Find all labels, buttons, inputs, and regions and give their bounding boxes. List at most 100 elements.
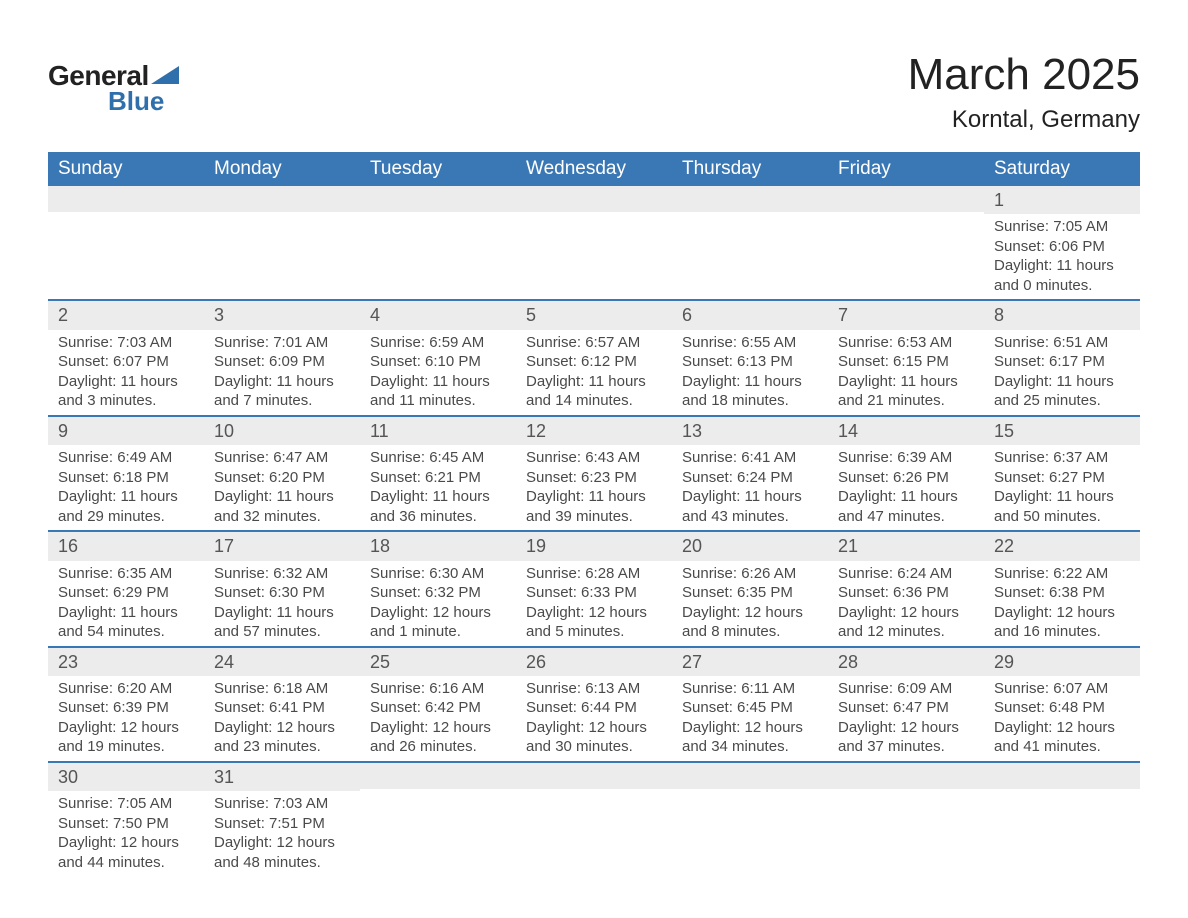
daylight-text: Daylight: 12 hours and 12 minutes.: [838, 603, 974, 642]
daynum-bar: 9: [48, 417, 204, 445]
daynum-bar-blank: [204, 186, 360, 212]
sunset-text: Sunset: 6:24 PM: [682, 468, 818, 488]
daynum-bar-blank: [672, 186, 828, 212]
daynum-bar: 16: [48, 532, 204, 560]
sunset-text: Sunset: 6:13 PM: [682, 352, 818, 372]
day-body: Sunrise: 6:32 AMSunset: 6:30 PMDaylight:…: [204, 561, 360, 646]
day-body: Sunrise: 6:41 AMSunset: 6:24 PMDaylight:…: [672, 445, 828, 530]
sunrise-text: Sunrise: 6:32 AM: [214, 564, 350, 584]
calendar-week-row: 1 Sunrise: 7:05 AMSunset: 6:06 PMDaylight…: [48, 186, 1140, 301]
sunrise-text: Sunrise: 7:03 AM: [214, 794, 350, 814]
sunset-text: Sunset: 6:07 PM: [58, 352, 194, 372]
calendar-header-row: SundayMondayTuesdayWednesdayThursdayFrid…: [48, 152, 1140, 186]
sunrise-text: Sunrise: 7:05 AM: [994, 217, 1130, 237]
sunset-text: Sunset: 6:06 PM: [994, 237, 1130, 257]
day-body: Sunrise: 7:03 AMSunset: 6:07 PMDaylight:…: [48, 330, 204, 415]
day-body: Sunrise: 6:16 AMSunset: 6:42 PMDaylight:…: [360, 676, 516, 761]
sunset-text: Sunset: 6:45 PM: [682, 698, 818, 718]
sunrise-text: Sunrise: 6:59 AM: [370, 333, 506, 353]
daynum-bar: 18: [360, 532, 516, 560]
sunset-text: Sunset: 6:30 PM: [214, 583, 350, 603]
calendar-header-cell: Monday: [204, 152, 360, 186]
sunset-text: Sunset: 6:10 PM: [370, 352, 506, 372]
daylight-text: Daylight: 12 hours and 19 minutes.: [58, 718, 194, 757]
sunset-text: Sunset: 6:12 PM: [526, 352, 662, 372]
calendar-week-row: 9Sunrise: 6:49 AMSunset: 6:18 PMDaylight…: [48, 417, 1140, 532]
daynum-bar: 28: [828, 648, 984, 676]
sunrise-text: Sunrise: 6:39 AM: [838, 448, 974, 468]
calendar-cell: 4Sunrise: 6:59 AMSunset: 6:10 PMDaylight…: [360, 301, 516, 414]
logo: General Blue: [48, 60, 179, 117]
daylight-text: Daylight: 11 hours and 0 minutes.: [994, 256, 1130, 295]
day-body: Sunrise: 6:18 AMSunset: 6:41 PMDaylight:…: [204, 676, 360, 761]
daylight-text: Daylight: 11 hours and 57 minutes.: [214, 603, 350, 642]
daylight-text: Daylight: 12 hours and 8 minutes.: [682, 603, 818, 642]
daynum-bar: 1: [984, 186, 1140, 214]
logo-text-blue: Blue: [108, 86, 164, 117]
daynum-bar: 14: [828, 417, 984, 445]
calendar-cell: 19Sunrise: 6:28 AMSunset: 6:33 PMDayligh…: [516, 532, 672, 645]
sunrise-text: Sunrise: 6:09 AM: [838, 679, 974, 699]
daylight-text: Daylight: 12 hours and 5 minutes.: [526, 603, 662, 642]
sunrise-text: Sunrise: 6:43 AM: [526, 448, 662, 468]
month-title: March 2025: [908, 50, 1140, 100]
calendar-cell: [360, 763, 516, 876]
calendar-header-cell: Friday: [828, 152, 984, 186]
daylight-text: Daylight: 11 hours and 18 minutes.: [682, 372, 818, 411]
daynum-bar: 2: [48, 301, 204, 329]
calendar-cell: 16Sunrise: 6:35 AMSunset: 6:29 PMDayligh…: [48, 532, 204, 645]
sunrise-text: Sunrise: 6:07 AM: [994, 679, 1130, 699]
sunrise-text: Sunrise: 6:51 AM: [994, 333, 1130, 353]
day-body: Sunrise: 6:11 AMSunset: 6:45 PMDaylight:…: [672, 676, 828, 761]
sunrise-text: Sunrise: 6:47 AM: [214, 448, 350, 468]
sunrise-text: Sunrise: 6:24 AM: [838, 564, 974, 584]
sunset-text: Sunset: 6:26 PM: [838, 468, 974, 488]
sunset-text: Sunset: 6:15 PM: [838, 352, 974, 372]
daynum-bar: 10: [204, 417, 360, 445]
calendar-cell: [828, 186, 984, 299]
day-body: Sunrise: 6:24 AMSunset: 6:36 PMDaylight:…: [828, 561, 984, 646]
sunrise-text: Sunrise: 6:11 AM: [682, 679, 818, 699]
daylight-text: Daylight: 12 hours and 48 minutes.: [214, 833, 350, 872]
sunset-text: Sunset: 6:20 PM: [214, 468, 350, 488]
daynum-bar: 27: [672, 648, 828, 676]
sunrise-text: Sunrise: 6:53 AM: [838, 333, 974, 353]
calendar-cell: 25Sunrise: 6:16 AMSunset: 6:42 PMDayligh…: [360, 648, 516, 761]
calendar-cell: 3Sunrise: 7:01 AMSunset: 6:09 PMDaylight…: [204, 301, 360, 414]
daynum-bar: 8: [984, 301, 1140, 329]
calendar-body: 1Sunrise: 7:05 AMSunset: 6:06 PMDaylight…: [48, 186, 1140, 876]
page-header: General Blue March 2025 Korntal, Germany: [48, 50, 1140, 134]
day-body: Sunrise: 6:57 AMSunset: 6:12 PMDaylight:…: [516, 330, 672, 415]
sunrise-text: Sunrise: 6:20 AM: [58, 679, 194, 699]
day-body: Sunrise: 6:45 AMSunset: 6:21 PMDaylight:…: [360, 445, 516, 530]
day-body: Sunrise: 6:51 AMSunset: 6:17 PMDaylight:…: [984, 330, 1140, 415]
calendar-cell: 7Sunrise: 6:53 AMSunset: 6:15 PMDaylight…: [828, 301, 984, 414]
calendar-cell: 18Sunrise: 6:30 AMSunset: 6:32 PMDayligh…: [360, 532, 516, 645]
daynum-bar: 21: [828, 532, 984, 560]
daylight-text: Daylight: 11 hours and 14 minutes.: [526, 372, 662, 411]
calendar-cell: 2Sunrise: 7:03 AMSunset: 6:07 PMDaylight…: [48, 301, 204, 414]
sunset-text: Sunset: 6:48 PM: [994, 698, 1130, 718]
sunset-text: Sunset: 6:29 PM: [58, 583, 194, 603]
calendar-header-cell: Tuesday: [360, 152, 516, 186]
sunrise-text: Sunrise: 7:03 AM: [58, 333, 194, 353]
sunrise-text: Sunrise: 6:26 AM: [682, 564, 818, 584]
sunset-text: Sunset: 6:36 PM: [838, 583, 974, 603]
calendar-cell: [204, 186, 360, 299]
sunrise-text: Sunrise: 6:28 AM: [526, 564, 662, 584]
sunset-text: Sunset: 6:35 PM: [682, 583, 818, 603]
calendar-header-cell: Thursday: [672, 152, 828, 186]
sunset-text: Sunset: 6:39 PM: [58, 698, 194, 718]
daynum-bar-blank: [516, 186, 672, 212]
day-body: Sunrise: 6:07 AMSunset: 6:48 PMDaylight:…: [984, 676, 1140, 761]
daynum-bar: 24: [204, 648, 360, 676]
daylight-text: Daylight: 11 hours and 29 minutes.: [58, 487, 194, 526]
calendar-cell: 23Sunrise: 6:20 AMSunset: 6:39 PMDayligh…: [48, 648, 204, 761]
sunset-text: Sunset: 6:21 PM: [370, 468, 506, 488]
daynum-bar-blank: [48, 186, 204, 212]
daynum-bar-blank: [828, 186, 984, 212]
calendar-cell: [828, 763, 984, 876]
sunset-text: Sunset: 6:38 PM: [994, 583, 1130, 603]
calendar-week-row: 2Sunrise: 7:03 AMSunset: 6:07 PMDaylight…: [48, 301, 1140, 416]
calendar-cell: 9Sunrise: 6:49 AMSunset: 6:18 PMDaylight…: [48, 417, 204, 530]
